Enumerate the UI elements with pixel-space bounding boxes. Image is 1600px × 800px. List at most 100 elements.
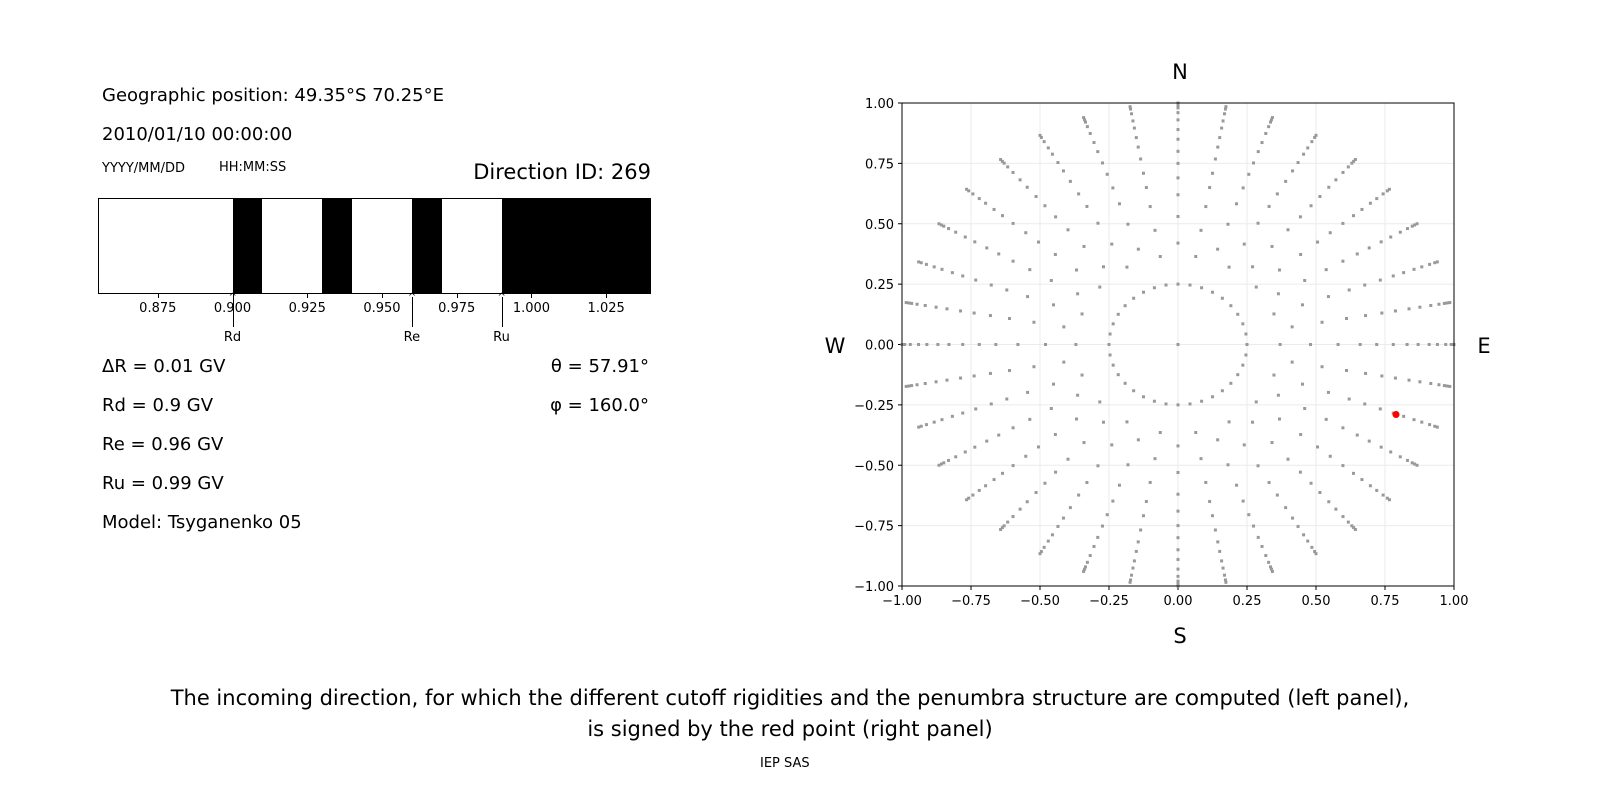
y-tick-label: 1.00 <box>865 97 894 112</box>
grid-point <box>1176 403 1180 407</box>
grid-point <box>1038 552 1042 556</box>
grid-point <box>1075 268 1079 272</box>
marker-label-rd: Rd <box>223 330 242 345</box>
grid-point <box>1142 290 1145 294</box>
grid-point <box>1176 111 1180 115</box>
grid-point <box>1011 221 1015 225</box>
grid-point <box>1213 528 1217 532</box>
grid-point <box>974 407 978 411</box>
grid-point <box>1309 204 1313 208</box>
grid-point <box>1381 192 1385 196</box>
x-tick-label: −0.50 <box>1020 594 1060 609</box>
grid-point <box>1416 343 1420 346</box>
grid-point <box>1379 445 1383 449</box>
grid-point <box>1024 454 1028 458</box>
grid-point <box>1352 159 1356 163</box>
compass-north: N <box>1172 60 1188 84</box>
grid-point <box>1256 150 1260 154</box>
grid-point <box>1223 578 1227 582</box>
grid-point <box>1277 268 1281 272</box>
grid-point <box>910 301 914 305</box>
y-tick-label: −0.25 <box>854 399 894 414</box>
grid-point <box>1153 228 1157 232</box>
grid-point <box>945 378 949 382</box>
grid-point <box>1148 480 1152 484</box>
grid-point <box>1096 535 1100 539</box>
grid-point <box>1056 161 1060 165</box>
grid-point <box>1428 423 1432 427</box>
grid-point <box>1264 131 1268 135</box>
grid-point <box>1176 118 1180 122</box>
grid-point <box>1368 484 1372 488</box>
grid-point <box>1176 548 1180 552</box>
grid-point <box>1213 157 1217 161</box>
grid-point <box>1211 395 1214 399</box>
grid-point <box>1039 550 1043 554</box>
grid-point <box>1085 481 1089 485</box>
grid-point <box>1176 524 1180 528</box>
grid-point <box>1096 464 1100 468</box>
grid-point <box>959 309 963 313</box>
grid-point <box>1314 552 1318 556</box>
grid-point <box>1393 309 1397 313</box>
grid-point <box>1188 283 1192 287</box>
grid-point <box>1415 222 1419 226</box>
footer-credit: IEP SAS <box>760 756 810 771</box>
grid-point <box>1100 161 1104 165</box>
grid-point <box>1256 535 1260 539</box>
grid-point <box>1364 371 1368 375</box>
grid-point <box>904 384 908 388</box>
grid-point <box>1380 311 1384 315</box>
marker-arrow <box>232 297 234 327</box>
y-tick-label: 0.00 <box>865 339 894 354</box>
grid-point <box>1199 228 1203 232</box>
grid-point <box>1320 365 1324 369</box>
grid-point <box>950 271 954 275</box>
x-tick-label: 0.50 <box>1302 594 1331 609</box>
grid-point <box>1176 567 1180 571</box>
grid-point <box>1346 520 1350 524</box>
grid-point <box>1235 483 1239 487</box>
grid-point <box>910 384 914 388</box>
grid-point <box>1221 566 1225 570</box>
grid-point <box>973 445 977 449</box>
grid-point <box>954 230 958 234</box>
grid-point <box>1005 397 1009 401</box>
grid-point <box>937 463 941 467</box>
grid-point <box>939 462 943 466</box>
grid-point <box>925 343 929 346</box>
grid-point <box>1410 461 1414 465</box>
grid-point <box>1062 360 1066 364</box>
grid-point <box>1105 513 1109 517</box>
grid-point <box>1139 528 1143 532</box>
penumbra-bar <box>98 198 651 294</box>
grid-point <box>1306 146 1310 150</box>
grid-point <box>1260 544 1264 548</box>
grid-point <box>1188 402 1192 406</box>
grid-point <box>1385 189 1389 193</box>
y-tick-label: 0.25 <box>865 278 894 293</box>
grid-point <box>1378 278 1382 282</box>
grid-point <box>1134 549 1138 553</box>
grid-point <box>1176 106 1180 110</box>
grid-point <box>1360 207 1364 211</box>
grid-point <box>1176 536 1180 540</box>
grid-point <box>1043 481 1047 485</box>
grid-point <box>1229 381 1233 385</box>
grid-point <box>1302 152 1306 156</box>
grid-point <box>1085 204 1089 208</box>
grid-point <box>1302 533 1306 537</box>
grid-point <box>1241 186 1245 190</box>
x-tick-label: 0.75 <box>1371 594 1400 609</box>
grid-point <box>1176 193 1180 197</box>
grid-point <box>1136 247 1140 251</box>
grid-point <box>1054 215 1058 219</box>
y-tick-label: −0.50 <box>854 459 894 474</box>
x-tick-label: 1.025 <box>587 301 625 316</box>
grid-point <box>1134 136 1138 140</box>
grid-point <box>1309 481 1313 485</box>
grid-point <box>942 224 946 228</box>
grid-point <box>1111 499 1115 503</box>
grid-point <box>1303 406 1307 410</box>
forbidden-band <box>411 199 442 293</box>
